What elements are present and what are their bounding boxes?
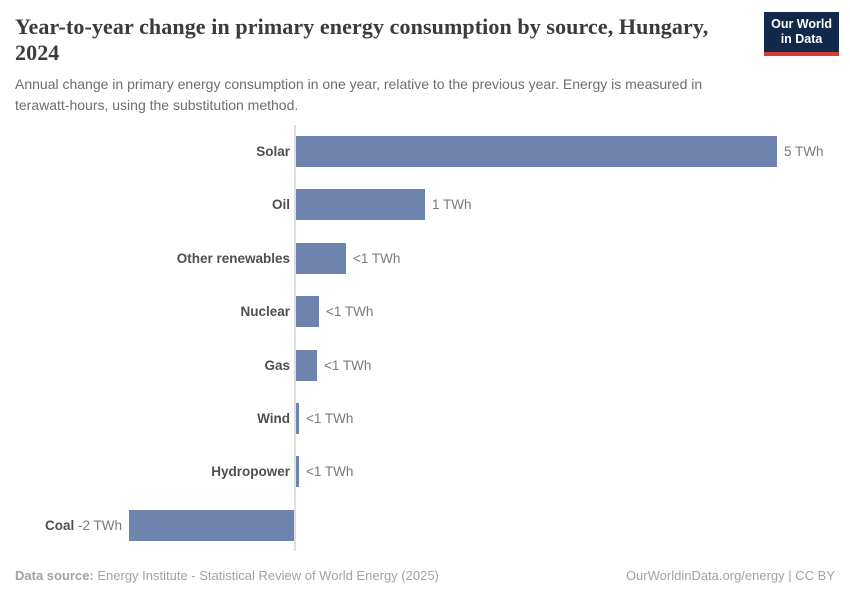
bar-coal[interactable] [129, 510, 294, 541]
bar-wind[interactable] [296, 403, 299, 434]
category-label-other-renewables: Other renewables [176, 251, 290, 266]
owid-logo-text-line1: Our World [771, 17, 832, 31]
value-label-other-renewables: <1 TWh [353, 251, 401, 266]
chart-footer: Data source: Energy Institute - Statisti… [15, 568, 835, 583]
category-label-oil: Oil [271, 197, 290, 212]
value-label-oil: 1 TWh [432, 197, 472, 212]
category-label-hydropower: Hydropower [211, 464, 290, 479]
category-label-solar: Solar [256, 144, 290, 159]
bar-nuclear[interactable] [296, 296, 319, 327]
y-axis-line [294, 125, 296, 551]
value-label-nuclear: <1 TWh [326, 304, 374, 319]
bar-oil[interactable] [296, 189, 425, 220]
bar-solar[interactable] [296, 136, 777, 167]
category-text-coal: Coal [44, 518, 78, 533]
owid-logo-text-line2: in Data [780, 32, 823, 47]
bar-gas[interactable] [296, 350, 317, 381]
category-label-wind: Wind [257, 411, 290, 426]
data-source-label: Data source: [15, 568, 94, 583]
category-label-coal: Coal -2 TWh [0, 510, 122, 541]
chart-title: Year-to-year change in primary energy co… [15, 14, 709, 65]
value-label-coal: -2 TWh [77, 518, 122, 533]
owid-logo[interactable]: Our World in Data [764, 12, 839, 56]
category-label-gas: Gas [264, 358, 290, 373]
bar-hydropower[interactable] [296, 456, 299, 487]
data-source-text: Energy Institute - Statistical Review of… [93, 568, 439, 583]
value-label-wind: <1 TWh [306, 411, 354, 426]
value-label-gas: <1 TWh [324, 358, 372, 373]
bar-other-renewables[interactable] [296, 243, 346, 274]
value-label-solar: 5 TWh [784, 144, 824, 159]
data-source: Data source: Energy Institute - Statisti… [15, 568, 439, 583]
value-label-hydropower: <1 TWh [306, 464, 354, 479]
chart-subtitle: Annual change in primary energy consumpt… [15, 76, 703, 113]
category-label-nuclear: Nuclear [240, 304, 290, 319]
footer-link[interactable]: OurWorldinData.org/energy | CC BY [625, 568, 835, 583]
